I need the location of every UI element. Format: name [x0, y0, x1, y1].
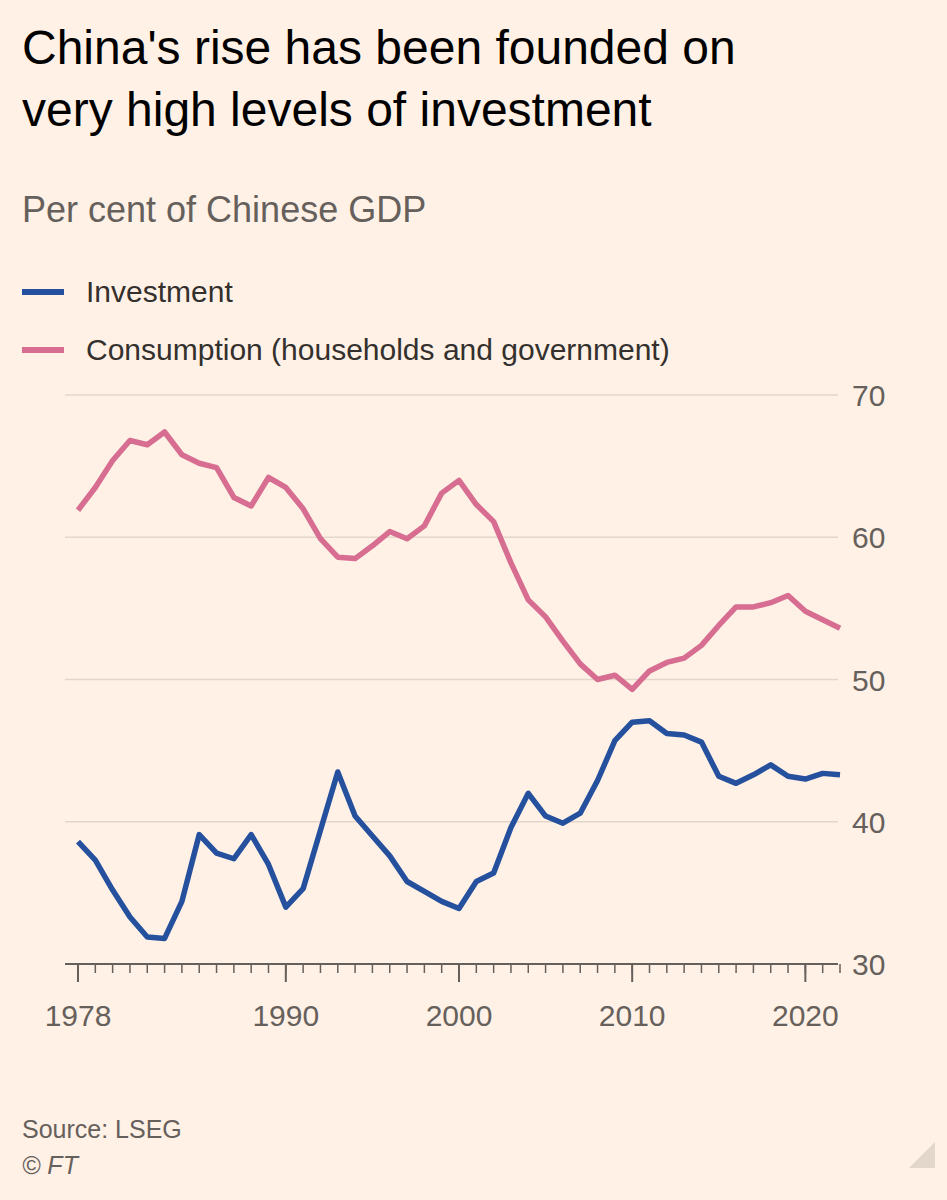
- chart: China's rise has been founded on very hig…: [0, 0, 947, 1200]
- x-minor-tick: [683, 964, 685, 973]
- x-minor-tick: [112, 964, 114, 973]
- x-minor-tick: [372, 964, 374, 973]
- x-minor-tick: [354, 964, 356, 973]
- x-minor-tick: [701, 964, 703, 973]
- x-minor-tick: [268, 964, 270, 973]
- title-line: China's rise has been founded on: [22, 21, 736, 74]
- x-tick: [458, 964, 460, 982]
- grid-line: [65, 821, 838, 823]
- x-minor-tick: [337, 964, 339, 973]
- grid-line: [65, 537, 838, 539]
- plot-area: [78, 432, 840, 938]
- x-tick-label: 1978: [45, 999, 112, 1032]
- x-minor-tick: [528, 964, 530, 973]
- title-line: very high levels of investment: [22, 83, 652, 136]
- x-minor-tick: [753, 964, 755, 973]
- x-minor-tick: [822, 964, 824, 973]
- x-tick-label: 2000: [426, 999, 493, 1032]
- x-minor-tick: [839, 964, 841, 973]
- x-minor-tick: [129, 964, 131, 973]
- x-minor-tick: [233, 964, 235, 973]
- y-tick-label: 40: [852, 806, 885, 839]
- x-tick: [804, 964, 806, 982]
- x-minor-tick: [545, 964, 547, 973]
- x-minor-tick: [770, 964, 772, 973]
- x-minor-tick: [389, 964, 391, 973]
- x-minor-tick: [597, 964, 599, 973]
- x-minor-tick: [95, 964, 97, 973]
- x-minor-tick: [181, 964, 183, 973]
- x-minor-tick: [250, 964, 252, 973]
- source: Source: LSEG: [22, 1115, 182, 1143]
- x-tick: [285, 964, 287, 982]
- x-minor-tick: [441, 964, 443, 973]
- x-minor-tick: [649, 964, 651, 973]
- x-minor-tick: [424, 964, 426, 973]
- subtitle: Per cent of Chinese GDP: [22, 189, 426, 230]
- x-minor-tick: [787, 964, 789, 973]
- x-minor-tick: [406, 964, 408, 973]
- x-tick-label: 2020: [772, 999, 839, 1032]
- y-tick-label: 50: [852, 664, 885, 697]
- x-minor-tick: [164, 964, 166, 973]
- x-tick: [631, 964, 633, 982]
- grid-line: [65, 394, 838, 396]
- x-minor-tick: [614, 964, 616, 973]
- x-minor-tick: [216, 964, 218, 973]
- legend-label: Investment: [86, 275, 233, 308]
- x-minor-tick: [579, 964, 581, 973]
- x-minor-tick: [493, 964, 495, 973]
- legend-swatch: [22, 347, 64, 353]
- y-tick-label: 30: [852, 948, 885, 981]
- x-minor-tick: [666, 964, 668, 973]
- y-tick-label: 70: [852, 379, 885, 412]
- x-tick: [77, 964, 79, 982]
- x-tick-label: 2010: [599, 999, 666, 1032]
- x-minor-tick: [147, 964, 149, 973]
- x-minor-tick: [735, 964, 737, 973]
- x-axis-line: [65, 963, 838, 965]
- y-tick-label: 60: [852, 521, 885, 554]
- x-minor-tick: [302, 964, 304, 973]
- legend-label: Consumption (households and government): [86, 333, 670, 366]
- series-line: [78, 721, 840, 939]
- title: China's rise has been founded on very hig…: [22, 21, 736, 136]
- grid-line: [65, 679, 838, 681]
- x-minor-tick: [476, 964, 478, 973]
- x-minor-tick: [320, 964, 322, 973]
- x-tick-label: 1990: [252, 999, 319, 1032]
- corner-mark: [909, 1142, 935, 1168]
- x-minor-tick: [718, 964, 720, 973]
- legend-swatch: [22, 289, 64, 295]
- x-minor-tick: [562, 964, 564, 973]
- series-line: [78, 432, 840, 689]
- background: [0, 0, 947, 1200]
- credit: © FT: [22, 1151, 80, 1179]
- x-minor-tick: [510, 964, 512, 973]
- x-minor-tick: [198, 964, 200, 973]
